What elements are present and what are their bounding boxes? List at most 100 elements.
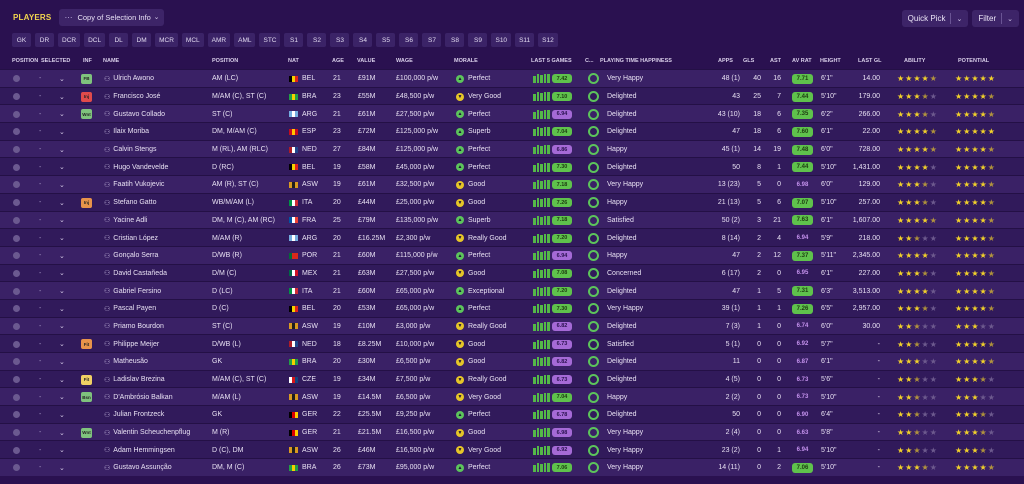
chevron-down-icon[interactable]: ⌄ — [59, 429, 65, 437]
chevron-down-icon[interactable]: ⌄ — [59, 181, 65, 189]
table-row[interactable]: - ⌄ FB ⚇ Ulrich Awono AM (LC) BEL 21 £91M £100,00… — [0, 69, 1024, 87]
chevron-down-icon[interactable]: ⌄ — [59, 394, 65, 402]
position-tab-gk[interactable]: GK — [12, 33, 31, 47]
chevron-down-icon[interactable]: ⌄ — [59, 305, 65, 313]
table-row[interactable]: - ⌄ ⚇ Hugo Vandevelde D (RC) BEL 19 £58M £45,000… — [0, 157, 1024, 176]
player-name[interactable]: Gustavo Collado — [113, 110, 166, 118]
table-row[interactable]: - ⌄ Fit ⚇ Philippe Meijer D/WB (L) NED 18 £8.25M… — [0, 334, 1024, 352]
col-name[interactable]: NAME — [103, 58, 120, 64]
table-row[interactable]: - ⌄ Inj ⚇ Stefano Gatto WB/M/AM (L) ITA 20 £44M £… — [0, 192, 1024, 211]
position-tab-s12[interactable]: S12 — [538, 33, 558, 47]
position-tab-dcr[interactable]: DCR — [58, 33, 81, 47]
chevron-down-icon[interactable]: ⌄ — [59, 288, 65, 296]
position-tab-s9[interactable]: S9 — [468, 33, 488, 47]
position-tab-s3[interactable]: S3 — [330, 33, 350, 47]
chevron-down-icon[interactable]: ⌄ — [59, 235, 65, 243]
col-apps[interactable]: APPS — [718, 58, 733, 64]
position-tab-s4[interactable]: S4 — [353, 33, 373, 47]
col-height[interactable]: HEIGHT — [820, 58, 841, 64]
chevron-down-icon[interactable]: ⌄ — [59, 146, 65, 154]
table-row[interactable]: - ⌄ Wnt ⚇ Valentin Scheuchenpflug M (R) GER 21 £… — [0, 422, 1024, 441]
chevron-down-icon[interactable]: ⌄ — [59, 164, 65, 172]
table-row[interactable]: - ⌄ ⚇ Gabriel Fersino D (LC) ITA 21 £60M £65,000… — [0, 281, 1024, 299]
select-checkbox[interactable] — [13, 146, 20, 154]
select-checkbox[interactable] — [13, 340, 20, 348]
table-row[interactable]: - ⌄ ⚇ Yacine Adli DM, M (C), AM (RC) FRA 25 £79… — [0, 210, 1024, 229]
col-inf[interactable]: INF — [83, 58, 92, 64]
table-row[interactable]: - ⌄ Fit ⚇ Ladislav Brezina M/AM (C), ST (C) CZ… — [0, 369, 1024, 388]
col-nat[interactable]: NAT — [288, 58, 299, 64]
select-checkbox[interactable] — [13, 411, 20, 419]
player-name[interactable]: Gonçalo Serra — [113, 252, 159, 260]
table-row[interactable]: - ⌄ ⚇ Pascal Payen D (C) BEL 20 £53M £65,000 p/w… — [0, 298, 1024, 317]
col-ability[interactable]: ABILITY — [904, 58, 926, 64]
position-tab-amr[interactable]: AMR — [207, 33, 231, 47]
chevron-down-icon[interactable]: ⌄ — [59, 128, 65, 136]
player-name[interactable]: Pascal Payen — [113, 305, 157, 313]
chevron-down-icon[interactable]: ⌄ — [59, 358, 65, 366]
player-name[interactable]: David Castañeda — [113, 269, 167, 277]
select-checkbox[interactable] — [13, 75, 20, 83]
col-wage[interactable]: WAGE — [396, 58, 413, 64]
player-name[interactable]: Stefano Gatto — [113, 199, 157, 207]
chevron-down-icon[interactable]: ⌄ — [59, 411, 65, 419]
player-name[interactable]: Matheusão — [113, 358, 148, 366]
col-avrat[interactable]: AV RAT — [792, 58, 812, 64]
select-checkbox[interactable] — [13, 163, 20, 171]
chevron-down-icon[interactable]: ⌄ — [59, 341, 65, 349]
position-tab-s5[interactable]: S5 — [376, 33, 396, 47]
col-ast[interactable]: AST — [770, 58, 781, 64]
table-row[interactable]: - ⌄ ⚇ David Castañeda D/M (C) MEX 21 £63M £27,50… — [0, 263, 1024, 282]
player-name[interactable]: Ladislav Brezina — [113, 376, 165, 384]
chevron-down-icon[interactable]: ⌄ — [59, 464, 65, 472]
table-row[interactable]: - ⌄ ⚇ Faatih Vukojevic AM (R), ST (C) ASW 19 £6… — [0, 175, 1024, 193]
player-name[interactable]: Hugo Vandevelde — [113, 163, 169, 171]
table-row[interactable]: - ⌄ Bsn ⚇ D'Ambrósio Balkan M/AM (L) ASW 19 £14.… — [0, 387, 1024, 406]
player-name[interactable]: Calvin Stengs — [113, 146, 157, 154]
select-checkbox[interactable] — [13, 429, 20, 437]
player-name[interactable]: Yacine Adli — [113, 216, 148, 224]
position-tab-s6[interactable]: S6 — [399, 33, 419, 47]
col-pos[interactable]: POSITION — [212, 58, 239, 64]
view-select[interactable]: ⋯ Copy of Selection Info ⌄ — [59, 8, 165, 26]
chevron-down-icon[interactable]: ⌄ — [59, 217, 65, 225]
position-tab-s1[interactable]: S1 — [284, 33, 304, 47]
chevron-down-icon[interactable]: ⌄ — [59, 270, 65, 278]
position-tab-aml[interactable]: AML — [234, 33, 256, 47]
position-tab-s7[interactable]: S7 — [422, 33, 442, 47]
player-name[interactable]: Valentin Scheuchenpflug — [113, 429, 191, 437]
select-checkbox[interactable] — [13, 110, 20, 118]
col-age[interactable]: AGE — [332, 58, 344, 64]
col-pth[interactable]: PLAYING TIME HAPPINESS — [600, 58, 672, 64]
table-row[interactable]: - ⌄ ⚇ Gonçalo Serra D/WB (R) POR 21 £60M £115,00… — [0, 245, 1024, 264]
player-name[interactable]: Philippe Meijer — [113, 340, 160, 348]
quick-pick-button[interactable]: Quick Pick ⌄ — [901, 10, 969, 27]
chevron-down-icon[interactable]: ⌄ — [59, 111, 65, 119]
select-checkbox[interactable] — [13, 446, 20, 454]
table-row[interactable]: - ⌄ ⚇ Cristian López M/AM (R) ARG 20 £16.25M £2,… — [0, 228, 1024, 246]
chevron-down-icon[interactable]: ⌄ — [59, 75, 65, 83]
position-tab-s2[interactable]: S2 — [307, 33, 327, 47]
player-name[interactable]: Faatih Vukojevic — [113, 181, 165, 189]
select-checkbox[interactable] — [13, 358, 20, 366]
table-row[interactable]: - ⌄ ⚇ Gustavo Assunção DM, M (C) BRA 26 £73M £95… — [0, 458, 1024, 476]
chevron-down-icon[interactable]: ⌄ — [59, 93, 65, 101]
chevron-down-icon[interactable]: ⌄ — [59, 323, 65, 331]
position-tab-s8[interactable]: S8 — [445, 33, 465, 47]
chevron-down-icon[interactable]: ⌄ — [59, 199, 65, 207]
filter-button[interactable]: Filter ⌄ — [972, 10, 1019, 27]
chevron-down-icon[interactable]: ⌄ — [59, 447, 65, 455]
player-name[interactable]: Ilaix Moriba — [113, 128, 150, 136]
position-tab-mcr[interactable]: MCR — [155, 33, 178, 47]
table-row[interactable]: - ⌄ ⚇ Julian Frontzeck GK GER 22 £25.5M £9,250 p… — [0, 405, 1024, 423]
col-potential[interactable]: POTENTIAL — [958, 58, 990, 64]
select-checkbox[interactable] — [13, 269, 20, 277]
select-checkbox[interactable] — [13, 234, 20, 242]
col-lastgl[interactable]: LAST GL — [858, 58, 882, 64]
position-tab-mcl[interactable]: MCL — [181, 33, 204, 47]
position-tab-dl[interactable]: DL — [109, 33, 129, 47]
col-last5[interactable]: LAST 5 GAMES — [531, 58, 572, 64]
col-c[interactable]: C... — [585, 58, 594, 64]
select-checkbox[interactable] — [13, 376, 20, 384]
table-row[interactable]: - ⌄ ⚇ Ilaix Moriba DM, M/AM (C) ESP 23 £72M £125… — [0, 122, 1024, 140]
